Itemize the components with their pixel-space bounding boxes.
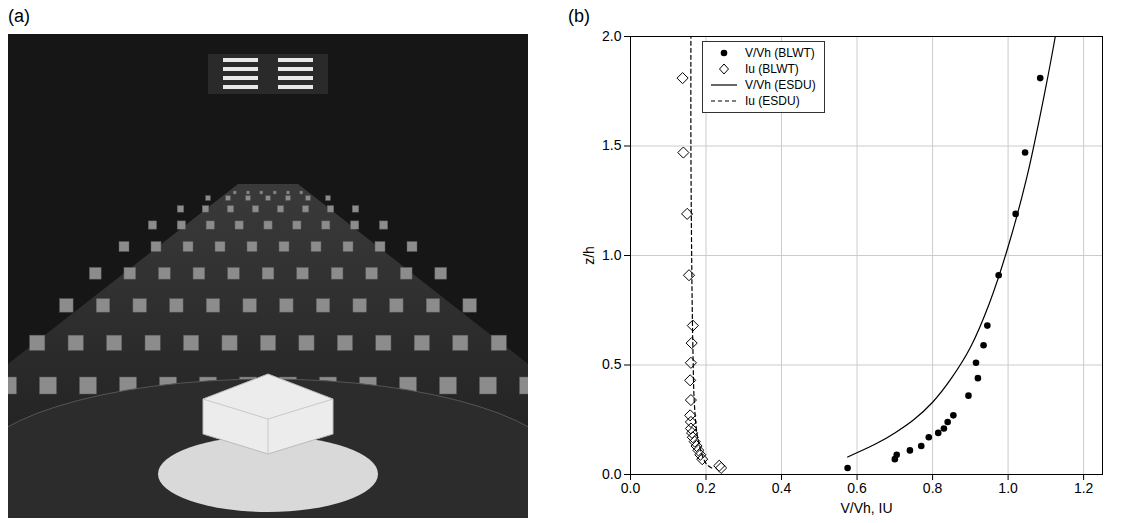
- svg-text:1.0: 1.0: [602, 247, 622, 263]
- svg-text:V/Vh, IU: V/Vh, IU: [840, 500, 892, 516]
- svg-text:0.6: 0.6: [847, 480, 867, 496]
- svg-text:0.5: 0.5: [602, 356, 622, 372]
- html-text:(a): (a): [8, 6, 30, 26]
- svg-text:0.0: 0.0: [602, 466, 622, 482]
- svg-text:1.2: 1.2: [1074, 480, 1094, 496]
- svg-text:0.0: 0.0: [621, 480, 641, 496]
- svg-text:2.0: 2.0: [602, 28, 622, 44]
- svg-text:1.5: 1.5: [602, 137, 622, 153]
- svg-text:0.4: 0.4: [772, 480, 792, 496]
- html-text:Iu (BLWT): Iu (BLWT): [745, 62, 799, 76]
- html-text:V/Vh (ESDU): V/Vh (ESDU): [745, 78, 816, 92]
- svg-text:1.0: 1.0: [998, 480, 1018, 496]
- svg-text:0.8: 0.8: [923, 480, 943, 496]
- svg-text:z/h: z/h: [581, 246, 597, 265]
- html-text:V/Vh (BLWT): V/Vh (BLWT): [745, 46, 815, 60]
- html-text:(b): (b): [568, 6, 590, 26]
- html-text:Iu (ESDU): Iu (ESDU): [745, 94, 800, 108]
- svg-text:0.2: 0.2: [696, 480, 716, 496]
